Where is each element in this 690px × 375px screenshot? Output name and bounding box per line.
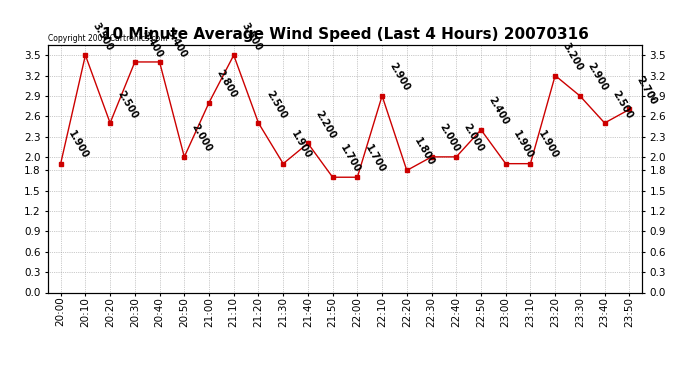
Title: 10 Minute Average Wind Speed (Last 4 Hours) 20070316: 10 Minute Average Wind Speed (Last 4 Hou… <box>101 27 589 42</box>
Text: 2.200: 2.200 <box>313 109 337 141</box>
Text: 2.500: 2.500 <box>610 88 634 120</box>
Text: 3.200: 3.200 <box>561 41 584 73</box>
Text: 1.900: 1.900 <box>66 129 90 161</box>
Text: 1.900: 1.900 <box>288 129 313 161</box>
Text: 2.500: 2.500 <box>116 88 139 120</box>
Text: 3.400: 3.400 <box>165 27 189 59</box>
Text: 3.500: 3.500 <box>91 21 115 53</box>
Text: 1.800: 1.800 <box>413 136 437 168</box>
Text: 2.700: 2.700 <box>635 75 659 106</box>
Text: 3.400: 3.400 <box>140 27 164 59</box>
Text: 2.800: 2.800 <box>215 68 239 100</box>
Text: 1.900: 1.900 <box>511 129 535 161</box>
Text: 1.900: 1.900 <box>536 129 560 161</box>
Text: 1.700: 1.700 <box>338 143 362 174</box>
Text: 2.400: 2.400 <box>486 95 511 127</box>
Text: 2.900: 2.900 <box>388 62 412 93</box>
Text: Copyright 2007 Cartronics.com: Copyright 2007 Cartronics.com <box>48 33 168 42</box>
Text: 2.000: 2.000 <box>437 123 461 154</box>
Text: 2.900: 2.900 <box>585 62 609 93</box>
Text: 2.000: 2.000 <box>462 123 486 154</box>
Text: 2.500: 2.500 <box>264 88 288 120</box>
Text: 3.500: 3.500 <box>239 21 264 53</box>
Text: 2.000: 2.000 <box>190 123 214 154</box>
Text: 1.700: 1.700 <box>363 143 387 174</box>
